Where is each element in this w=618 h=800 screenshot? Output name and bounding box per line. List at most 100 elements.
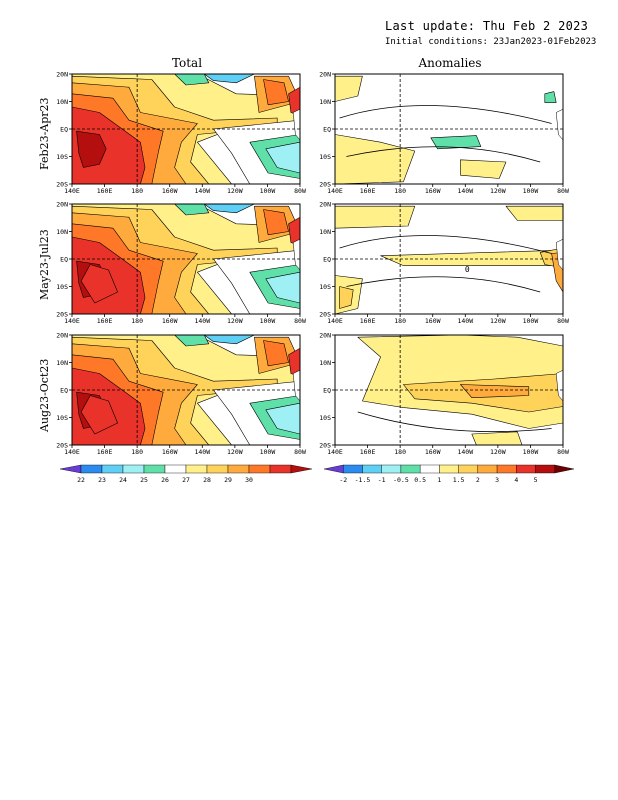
y-tick-label: 10S <box>319 414 331 422</box>
colorbar-label: -1 <box>378 476 386 484</box>
contour-region <box>80 395 118 435</box>
x-tick-label: 120W <box>490 187 506 195</box>
contour-region <box>174 74 210 86</box>
colorbar-cell <box>362 464 382 474</box>
contour-region <box>174 204 210 216</box>
x-tick-label: 160W <box>162 317 178 325</box>
colorbar-cell <box>400 464 421 474</box>
contour-region <box>203 335 255 345</box>
y-tick-label: 20S <box>319 181 331 189</box>
colorbar-cell <box>122 464 145 474</box>
y-tick-label: 20S <box>319 442 331 450</box>
contour-region <box>460 384 530 399</box>
y-tick-label: 10S <box>56 283 68 291</box>
colorbar-label: 30 <box>245 476 253 484</box>
contour-region <box>265 402 300 435</box>
contour-region <box>265 271 300 304</box>
x-tick-label: 100W <box>523 187 539 195</box>
contour-region <box>263 79 289 106</box>
contour-region <box>80 264 118 304</box>
x-tick-label: 140E <box>327 448 343 456</box>
y-tick-label: 10S <box>56 414 68 422</box>
colorbar-label: 22 <box>77 476 85 484</box>
contour-region <box>544 91 557 103</box>
colorbar-label: 0.5 <box>414 476 426 484</box>
y-tick-label: 20S <box>56 442 68 450</box>
colorbar-cell <box>269 464 292 474</box>
column-title-total: Total <box>171 56 203 70</box>
y-tick-label: EQ <box>323 387 331 395</box>
field-layer <box>335 335 563 445</box>
contour-region <box>203 204 255 214</box>
contour-region <box>265 141 300 174</box>
colorbar-label: 26 <box>161 476 169 484</box>
colorbar-cell <box>458 464 479 474</box>
colorbar-label: 23 <box>98 476 106 484</box>
y-tick-label: 10N <box>319 359 331 367</box>
contour-region <box>288 86 300 117</box>
colorbar-cell <box>101 464 124 474</box>
total-colorbar: 22 23 24 25 26 27 28 29 30 <box>59 464 313 484</box>
colorbar-cell <box>206 464 229 474</box>
x-tick-label: 120W <box>227 187 243 195</box>
y-tick-label: EQ <box>60 126 68 134</box>
contour-region <box>460 159 507 179</box>
x-tick-label: 160W <box>425 187 441 195</box>
x-tick-label: 160W <box>425 448 441 456</box>
y-tick-label: 20N <box>56 201 68 209</box>
y-tick-label: 10N <box>319 98 331 106</box>
total-panel-0: 140E 160E 180 160W 140W 120W 100W 80W 20N 10N EQ 10… <box>56 71 306 196</box>
coastline <box>292 238 300 271</box>
x-tick-label: 140W <box>194 448 210 456</box>
colorbar-cell <box>248 464 271 474</box>
x-tick-label: 140E <box>327 187 343 195</box>
x-tick-label: 180 <box>394 317 406 325</box>
field-layer <box>72 204 300 314</box>
y-tick-label: 10N <box>319 228 331 236</box>
colorbar-cell <box>496 464 517 474</box>
x-tick-label: 120W <box>490 448 506 456</box>
contour-region <box>263 209 289 236</box>
contour-label: 0 <box>465 265 470 274</box>
coastline <box>292 108 300 141</box>
colorbar-label: -0.5 <box>393 476 409 484</box>
x-tick-label: 180 <box>131 317 143 325</box>
colorbar-cell <box>554 464 575 474</box>
contour-region <box>203 74 255 84</box>
x-tick-label: 160W <box>425 317 441 325</box>
colorbar-cell <box>80 464 103 474</box>
x-tick-label: 160E <box>360 317 376 325</box>
y-tick-label: 10N <box>56 98 68 106</box>
zero-contour <box>339 105 552 163</box>
x-tick-label: 80W <box>557 187 569 195</box>
y-tick-label: EQ <box>60 256 68 264</box>
contour-region <box>380 249 563 266</box>
x-tick-label: 100W <box>523 448 539 456</box>
anomaly-panel-0: 140E 160E 180 160W 140W 120W 100W 80W 20N 10N EQ 10… <box>319 71 569 196</box>
x-tick-label: 160E <box>360 448 376 456</box>
colorbar-label: 2 <box>476 476 480 484</box>
colorbar-cell <box>323 464 344 474</box>
x-tick-label: 160E <box>360 187 376 195</box>
field-layer <box>335 204 563 314</box>
y-tick-label: 20N <box>319 332 331 340</box>
x-tick-label: 140E <box>327 317 343 325</box>
coastline <box>292 369 300 402</box>
x-tick-label: 180 <box>394 448 406 456</box>
x-tick-label: 160E <box>97 448 113 456</box>
x-tick-label: 160W <box>162 448 178 456</box>
colorbar-label: 5 <box>534 476 538 484</box>
x-tick-label: 180 <box>394 187 406 195</box>
contour-region <box>339 286 354 309</box>
colorbar-cell <box>290 464 313 474</box>
x-tick-label: 80W <box>294 317 306 325</box>
y-tick-label: 10S <box>56 153 68 161</box>
colorbar-label: 24 <box>119 476 127 484</box>
colorbar-cell <box>419 464 440 474</box>
field-layer <box>335 74 563 184</box>
x-tick-label: 140E <box>64 187 80 195</box>
contour-region <box>335 134 416 184</box>
x-tick-label: 140E <box>64 448 80 456</box>
x-tick-label: 100W <box>260 317 276 325</box>
